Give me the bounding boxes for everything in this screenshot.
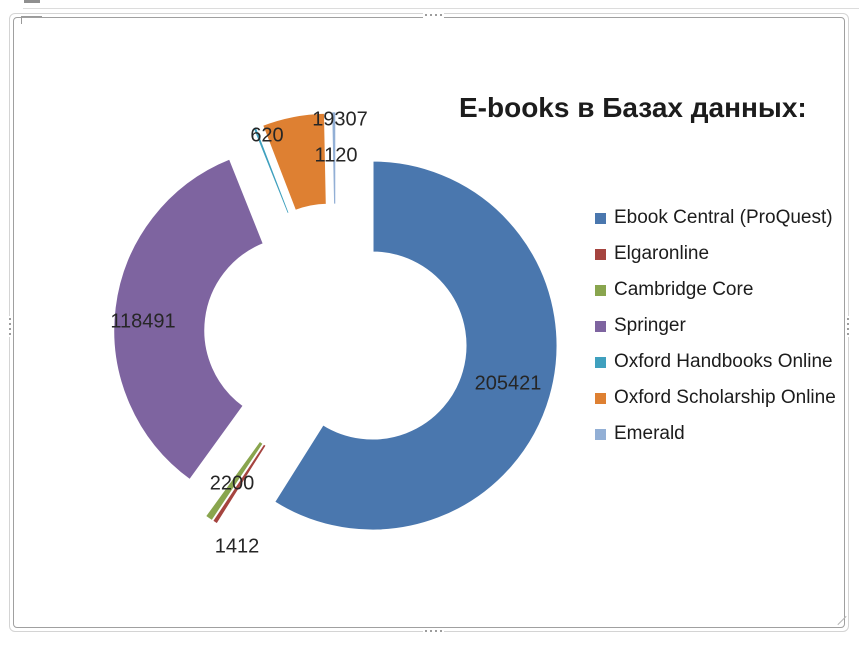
legend-item-oxford-scholarship-online[interactable]: Oxford Scholarship Online — [595, 380, 836, 416]
legend-item-ebook-central-proquest[interactable]: Ebook Central (ProQuest) — [595, 200, 836, 236]
legend-swatch-icon — [595, 284, 606, 296]
legend-item-label: Cambridge Core — [614, 279, 754, 300]
chart-title[interactable]: E-books в Базах данных: — [459, 92, 807, 123]
legend-item-springer[interactable]: Springer — [595, 308, 836, 344]
legend-swatch-icon — [595, 392, 606, 404]
data-label-ebook-central-proquest[interactable]: 205421 — [474, 372, 542, 395]
slice-ebook-central-proquest[interactable] — [272, 159, 559, 532]
legend-item-label: Oxford Scholarship Online — [614, 387, 836, 408]
legend-item-label: Ebook Central (ProQuest) — [614, 207, 833, 228]
data-label-oxford-handbooks-online[interactable]: 620 — [250, 124, 284, 147]
legend-item-label: Springer — [614, 315, 686, 336]
legend-swatch-icon — [595, 356, 606, 368]
legend-swatch-icon — [595, 428, 606, 440]
slice-oxford-scholarship-online[interactable] — [260, 111, 328, 213]
resize-handle-bottom[interactable] — [423, 628, 444, 634]
slice-cambridge-core[interactable] — [205, 441, 264, 521]
legend-item-label: Oxford Handbooks Online — [614, 351, 833, 372]
resize-handle-right[interactable] — [845, 316, 851, 337]
legend-item-elgaronline[interactable]: Elgaronline — [595, 236, 836, 272]
legend-item-cambridge-core[interactable]: Cambridge Core — [595, 272, 836, 308]
legend-swatch-icon — [595, 212, 606, 224]
slice-emerald[interactable] — [331, 111, 336, 205]
legend-item-label: Elgaronline — [614, 243, 710, 264]
legend-item-label: Emerald — [614, 423, 685, 444]
resize-handle-top[interactable] — [423, 12, 444, 18]
slice-springer[interactable] — [112, 157, 266, 482]
resize-handle-left[interactable] — [7, 316, 13, 337]
selection-corner-mark — [21, 16, 42, 24]
slice-oxford-handbooks-online[interactable] — [252, 126, 290, 214]
top-edge-mark — [24, 0, 40, 3]
chart-legend: Ebook Central (ProQuest) Elgaronline Cambr… — [595, 200, 836, 452]
data-label-springer[interactable]: 118491 — [110, 310, 176, 333]
legend-item-oxford-handbooks-online[interactable]: Oxford Handbooks Online — [595, 344, 836, 380]
legend-item-emerald[interactable]: Emerald — [595, 416, 836, 452]
data-label-emerald[interactable]: 1120 — [314, 144, 358, 167]
top-divider-line — [23, 8, 859, 9]
legend-swatch-icon — [595, 320, 606, 332]
legend-swatch-icon — [595, 248, 606, 260]
data-label-elgaronline[interactable]: 1412 — [214, 535, 260, 558]
data-label-oxford-scholarship-online[interactable]: 19307 — [312, 108, 368, 131]
slice-elgaronline[interactable] — [212, 443, 267, 525]
data-label-cambridge-core[interactable]: 2200 — [209, 472, 255, 495]
